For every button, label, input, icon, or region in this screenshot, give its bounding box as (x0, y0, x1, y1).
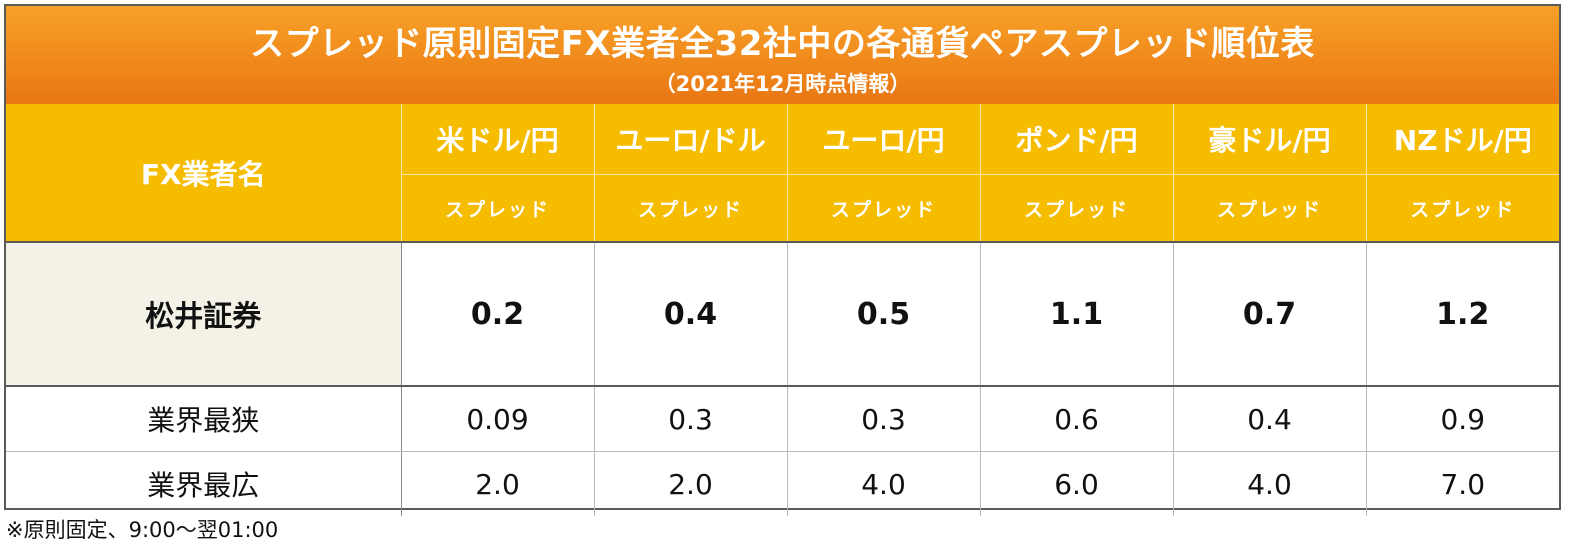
spread-value: 2.0 (400, 451, 594, 516)
spread-value: 0.4 (593, 242, 787, 387)
header-spread-label: スプレッド (593, 174, 787, 243)
spread-value: 2.0 (593, 451, 787, 516)
spread-value: 0.4 (1172, 386, 1366, 452)
table-title-bar: スプレッド原則固定FX業者全32社中の各通貨ペアスプレッド順位表 （2021年1… (6, 6, 1559, 104)
spread-value: 0.09 (400, 386, 594, 452)
spread-value: 0.3 (593, 386, 787, 452)
row-label: 業界最広 (6, 451, 402, 516)
spread-value: 1.2 (1365, 242, 1559, 387)
spread-value: 7.0 (1365, 451, 1559, 516)
header-spread-label: スプレッド (1365, 174, 1559, 243)
table-row-widest: 業界最広 2.0 2.0 4.0 6.0 4.0 7.0 (6, 451, 1559, 516)
spread-table-frame: スプレッド原則固定FX業者全32社中の各通貨ペアスプレッド順位表 （2021年1… (4, 4, 1561, 516)
header-spread-label: スプレッド (400, 174, 594, 243)
header-pair-eurjpy: ユーロ/円 (786, 104, 980, 175)
header-row-spread: スプレッド スプレッド スプレッド スプレッド スプレッド スプレッド (6, 174, 1559, 243)
header-pair-audjpy: 豪ドル/円 (1172, 104, 1366, 175)
spread-value: 0.2 (400, 242, 594, 387)
spread-value: 0.6 (979, 386, 1173, 452)
header-pair-usdjpy: 米ドル/円 (400, 104, 594, 175)
spread-value: 4.0 (1172, 451, 1366, 516)
spread-value: 1.1 (979, 242, 1173, 387)
header-broker-name: FX業者名 (6, 104, 401, 243)
spread-value: 0.3 (786, 386, 980, 452)
spread-table: FX業者名 米ドル/円 ユーロ/ドル ユーロ/円 ポンド/円 豪ドル/円 NZド… (6, 104, 1559, 516)
table-row-narrowest: 業界最狭 0.09 0.3 0.3 0.6 0.4 0.9 (6, 386, 1559, 452)
row-label: 業界最狭 (6, 386, 402, 452)
table-row-matsui: 松井証券 0.2 0.4 0.5 1.1 0.7 1.2 (6, 242, 1559, 387)
header-pair-nzdjpy: NZドル/円 (1365, 104, 1559, 175)
spread-value: 6.0 (979, 451, 1173, 516)
spread-value: 0.5 (786, 242, 980, 387)
footnote: ※原則固定、9:00〜翌01:00 (6, 518, 279, 542)
spread-value: 0.9 (1365, 386, 1559, 452)
table-subtitle: （2021年12月時点情報） (654, 72, 911, 96)
header-spread-label: スプレッド (786, 174, 980, 243)
header-spread-label: スプレッド (979, 174, 1173, 243)
header-row-pairs: FX業者名 米ドル/円 ユーロ/ドル ユーロ/円 ポンド/円 豪ドル/円 NZド… (6, 104, 1559, 243)
header-pair-gbpjpy: ポンド/円 (979, 104, 1173, 175)
spread-value: 0.7 (1172, 242, 1366, 387)
header-pair-eurusd: ユーロ/ドル (593, 104, 787, 175)
table-title: スプレッド原則固定FX業者全32社中の各通貨ペアスプレッド順位表 (250, 24, 1315, 64)
row-broker-name: 松井証券 (6, 242, 402, 387)
header-spread-label: スプレッド (1172, 174, 1366, 243)
spread-value: 4.0 (786, 451, 980, 516)
